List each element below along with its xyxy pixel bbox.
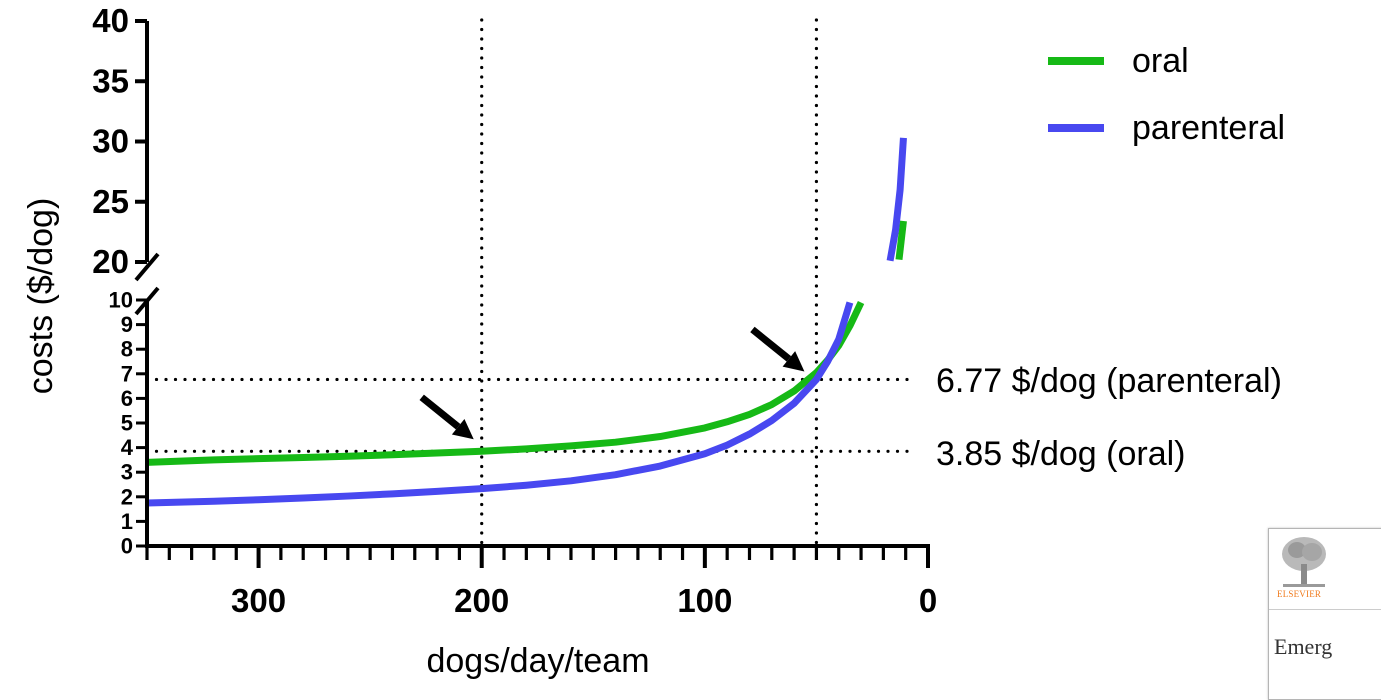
y-tick-label: 6 [121,386,133,411]
legend-label-parenteral: parenteral [1132,109,1285,147]
publisher-name: ELSEVIER [1277,589,1322,599]
y-tick-label: 35 [92,62,129,99]
labels: dogs/day/team costs ($/dog) 6.77 $/dog (… [22,198,1282,680]
annotation-oral-label: 3.85 $/dog (oral) [936,435,1186,473]
arrow-parenteral-head [782,351,805,372]
series-line-upper-parenteral [886,137,907,262]
series-line-oral [146,300,865,466]
arrow-parenteral-shaft [750,326,792,362]
series-layer [146,137,907,507]
y-tick-label: 9 [121,312,133,337]
arrow-oral-shaft [419,394,461,430]
y-tick-label: 25 [92,183,129,220]
x-tick-label: 200 [454,582,509,619]
arrow-oral-head [451,418,474,440]
y-tick-label: 3 [121,460,133,485]
arrows [419,326,805,440]
x-tick-label: 100 [677,582,732,619]
axis-break-upper [134,252,160,282]
publisher-divider [1269,609,1381,610]
y-tick-label: 0 [121,534,133,559]
y-tick-label: 40 [92,2,129,39]
publisher-card[interactable]: ELSEVIER Emerg [1268,528,1381,700]
y-tick-label: 30 [92,123,129,160]
series-line-parenteral [146,301,854,507]
legend: oral parenteral [1048,42,1285,147]
elsevier-tree-logo [1279,534,1329,592]
y-axis-title: costs ($/dog) [22,198,60,395]
reference-lines [145,18,918,548]
annotation-parenteral-label: 6.77 $/dog (parenteral) [936,362,1282,400]
y-tick-label: 8 [121,337,133,362]
x-tick-label: 0 [919,582,937,619]
series-line-upper-oral [895,220,907,260]
y-tick-label: 10 [109,288,133,313]
y-tick-label: 2 [121,484,133,509]
y-tick-label: 5 [121,411,133,436]
legend-label-oral: oral [1132,42,1189,80]
y-tick-label: 20 [92,243,129,280]
y-tick-label: 7 [121,361,133,386]
x-tick-label: 300 [231,582,286,619]
y-tick-label: 4 [121,435,134,460]
x-axis-title: dogs/day/team [426,642,649,680]
publisher-snippet: Emerg [1274,634,1333,659]
y-tick-label: 1 [121,509,133,534]
